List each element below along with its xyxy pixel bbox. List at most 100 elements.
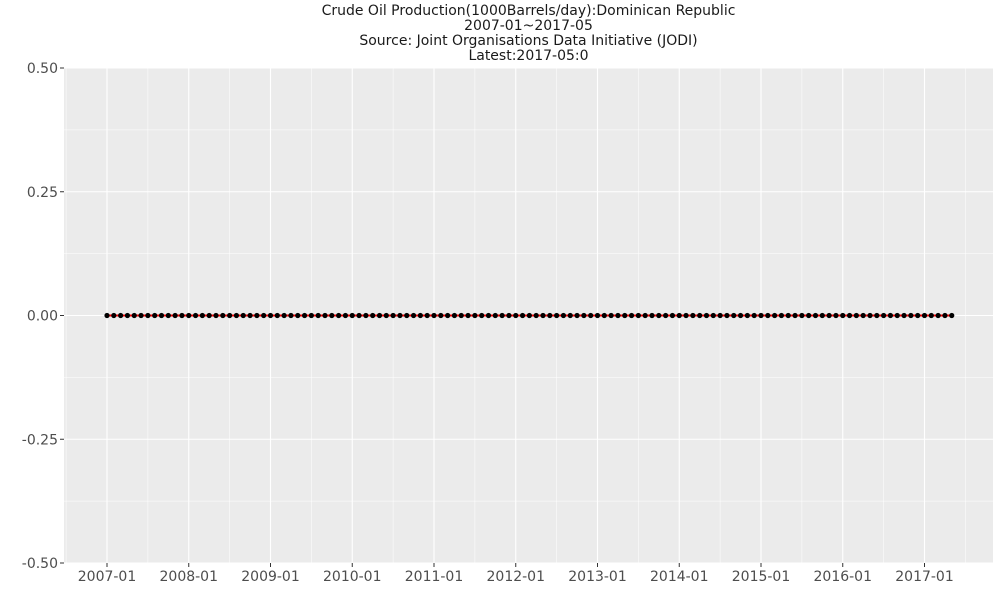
data-point	[158, 312, 165, 319]
data-point	[628, 312, 635, 319]
data-point	[492, 312, 498, 319]
data-point	[383, 312, 389, 319]
data-point	[744, 312, 750, 319]
x-tick-label: 2014-01	[650, 569, 709, 585]
y-tick-label: -0.25	[22, 432, 58, 448]
data-point	[506, 312, 512, 319]
y-tick-label: 0.50	[27, 61, 58, 77]
data-point	[342, 312, 349, 319]
data-point	[567, 312, 573, 319]
data-point	[519, 312, 526, 319]
data-point	[806, 312, 812, 319]
data-point	[213, 312, 219, 319]
data-point	[751, 312, 757, 319]
x-tick-label: 2016-01	[814, 569, 873, 585]
data-point	[281, 312, 287, 319]
data-point	[451, 312, 458, 319]
data-point	[322, 312, 328, 319]
data-point	[921, 312, 928, 319]
data-point	[376, 312, 383, 319]
data-point	[261, 312, 267, 319]
major-gridlines	[64, 67, 993, 564]
data-point	[690, 312, 696, 319]
data-point	[785, 312, 791, 319]
data-point	[424, 312, 430, 319]
data-point	[547, 312, 553, 319]
data-point	[295, 312, 301, 319]
data-point	[145, 312, 151, 319]
minor-gridlines	[64, 68, 993, 563]
data-point	[540, 312, 546, 319]
chart-subtitle-latest: Latest:2017-05:0	[468, 48, 589, 64]
data-point	[240, 312, 246, 319]
data-point	[479, 312, 485, 319]
data-point	[778, 312, 785, 319]
data-point	[928, 312, 934, 319]
data-point	[438, 312, 444, 319]
data-point	[152, 312, 158, 319]
data-point	[601, 312, 607, 319]
data-point	[703, 312, 710, 319]
data-point	[683, 312, 689, 319]
data-point	[588, 312, 594, 319]
data-point	[710, 312, 716, 319]
data-point	[288, 312, 294, 319]
data-point	[410, 312, 417, 319]
x-tick-label: 2010-01	[323, 569, 382, 585]
data-point	[731, 312, 737, 319]
data-point	[417, 312, 423, 319]
data-point	[894, 312, 900, 319]
y-tick-label: 0.00	[27, 309, 58, 325]
data-point	[533, 312, 539, 319]
data-point	[458, 312, 464, 319]
data-point	[526, 312, 532, 319]
data-point	[165, 312, 171, 319]
data-point	[199, 312, 205, 319]
data-point	[949, 312, 955, 319]
data-point	[254, 312, 260, 319]
data-point	[846, 312, 853, 319]
data-point	[901, 312, 907, 319]
data-point	[445, 312, 451, 319]
data-point	[676, 312, 682, 319]
data-point	[186, 312, 192, 319]
data-point	[635, 312, 641, 319]
data-point	[336, 312, 342, 319]
data-point	[513, 312, 519, 319]
data-point	[349, 312, 355, 319]
x-tick-label: 2011-01	[405, 569, 464, 585]
data-point	[220, 312, 226, 319]
x-tick-label: 2012-01	[487, 569, 546, 585]
data-point	[942, 312, 948, 319]
data-point	[485, 312, 492, 319]
data-point	[111, 312, 117, 319]
y-tick-label: -0.50	[22, 556, 58, 572]
data-point	[499, 312, 505, 319]
data-point	[758, 312, 764, 319]
data-point	[274, 312, 280, 319]
series-layer	[104, 312, 955, 319]
data-point	[465, 312, 471, 319]
data-point	[397, 312, 403, 319]
data-point	[669, 312, 676, 319]
data-point	[853, 312, 859, 319]
data-point	[247, 312, 253, 319]
data-point	[840, 312, 846, 319]
data-point	[833, 312, 839, 319]
data-point	[124, 312, 131, 319]
data-point	[799, 312, 805, 319]
data-point	[390, 312, 396, 319]
data-point	[315, 312, 321, 319]
data-point	[554, 312, 560, 319]
data-point	[908, 312, 914, 319]
data-point	[301, 312, 308, 319]
axes-layer: 0.50 0.25 0.00 -0.25 -0.50 2007-01 2008-01 2009…	[22, 61, 954, 585]
data-point	[765, 312, 771, 319]
data-point	[472, 312, 478, 319]
chart-subtitle-range: 2007-01~2017-05	[464, 18, 593, 34]
data-point	[697, 312, 703, 319]
data-point	[138, 312, 144, 319]
data-point	[267, 312, 274, 319]
data-point	[887, 312, 894, 319]
